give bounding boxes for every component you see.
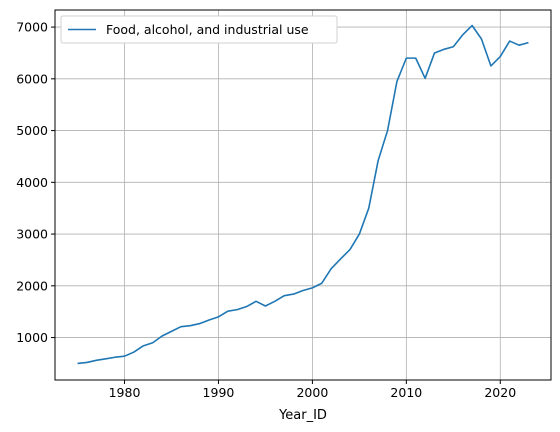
y-tick-label: 5000 (16, 123, 48, 138)
plot-area (77, 24, 529, 365)
y-axis-ticks: 1000 2000 3000 4000 5000 6000 7000 (16, 20, 55, 345)
legend-entry-label: Food, alcohol, and industrial use (106, 22, 309, 37)
x-tick-label: 2020 (484, 385, 516, 400)
y-tick-label: 6000 (16, 71, 48, 86)
axes-frame (54, 9, 552, 381)
y-tick-label: 1000 (16, 330, 48, 345)
y-tick-label: 4000 (16, 175, 48, 190)
x-tick-label: 2010 (390, 385, 422, 400)
y-tick-label: 3000 (16, 227, 48, 242)
legend: Food, alcohol, and industrial use (60, 15, 338, 44)
x-tick-label: 2000 (296, 385, 328, 400)
x-tick-label: 1990 (203, 385, 235, 400)
x-axis-ticks: 1980 1990 2000 2010 2020 (109, 380, 516, 400)
y-tick-label: 7000 (16, 20, 48, 35)
x-axis-label: Year_ID (278, 408, 327, 423)
x-tick-label: 1980 (109, 385, 141, 400)
legend-box (60, 15, 338, 44)
y-tick-label: 2000 (16, 278, 48, 293)
